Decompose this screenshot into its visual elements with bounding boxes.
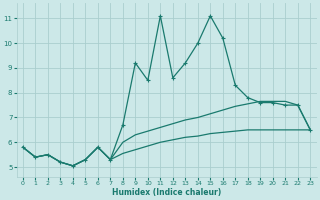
X-axis label: Humidex (Indice chaleur): Humidex (Indice chaleur) [112,188,221,197]
